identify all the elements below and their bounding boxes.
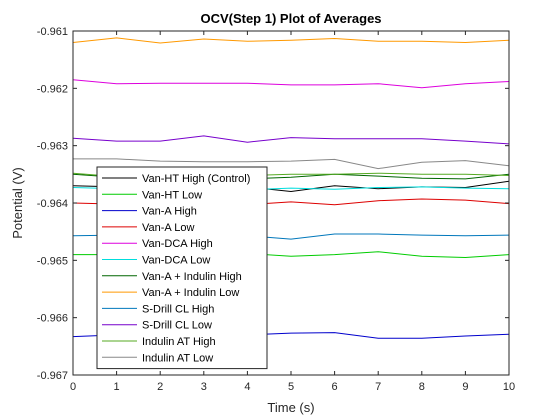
x-tick-label: 6 (332, 381, 338, 393)
y-tick-label: -0.962 (37, 83, 68, 95)
plot-frame (72, 30, 510, 376)
series-line-van-a-indulin-low (72, 37, 510, 44)
y-axis-label: Potential (V) (10, 167, 25, 239)
x-tick-label: 5 (288, 381, 294, 393)
legend-entry-label: Indulin AT High (142, 336, 216, 348)
legend-entry-label: Van-HT High (Control) (142, 173, 250, 185)
series-line-van-dca-high (72, 79, 510, 89)
x-tick-label: 4 (244, 381, 250, 393)
x-tick-label: 2 (157, 381, 163, 393)
legend-entry-label: Van-A + Indulin Low (142, 287, 239, 299)
legend-entry-label: S-Drill CL Low (142, 320, 212, 332)
x-tick-label: 3 (201, 381, 207, 393)
legend: Van-HT High (Control) Van-HT Low Van-A Hig… (96, 166, 268, 370)
legend-entry-label: S-Drill CL High (142, 303, 214, 315)
ticks-layer: 0 1 2 3 4 5 6 7 8 9 10 -0.961 -0.962 -0.963 -0.964 -0.9… (37, 26, 515, 393)
x-tick-label: 10 (503, 381, 515, 393)
legend-entry-label: Van-A High (142, 206, 197, 218)
legend-entry-label: Van-DCA Low (142, 255, 210, 267)
legend-entry-label: Van-DCA High (142, 238, 213, 250)
series-line-s-drill-cl-low (72, 135, 510, 145)
y-tick-label: -0.965 (37, 255, 68, 267)
y-tick-label: -0.964 (37, 198, 68, 210)
x-axis-label: Time (s) (267, 400, 314, 415)
y-tick-label: -0.966 (37, 313, 68, 325)
y-tick-label: -0.963 (37, 141, 68, 153)
legend-entry-label: Indulin AT Low (142, 352, 213, 364)
x-tick-label: 9 (462, 381, 468, 393)
y-tick-label: -0.967 (37, 370, 68, 382)
legend-entry-label: Van-A + Indulin High (142, 271, 242, 283)
x-tick-label: 0 (70, 381, 76, 393)
x-tick-label: 7 (375, 381, 381, 393)
chart-title: OCV(Step 1) Plot of Averages (200, 11, 381, 26)
legend-box (96, 166, 268, 370)
legend-entry-label: Van-A Low (142, 222, 194, 234)
series-line-indulin-at-low (73, 158, 510, 170)
x-tick-label: 1 (114, 381, 120, 393)
x-tick-label: 8 (419, 381, 425, 393)
legend-entry-label: Van-HT Low (142, 189, 202, 201)
y-tick-label: -0.961 (37, 26, 68, 38)
